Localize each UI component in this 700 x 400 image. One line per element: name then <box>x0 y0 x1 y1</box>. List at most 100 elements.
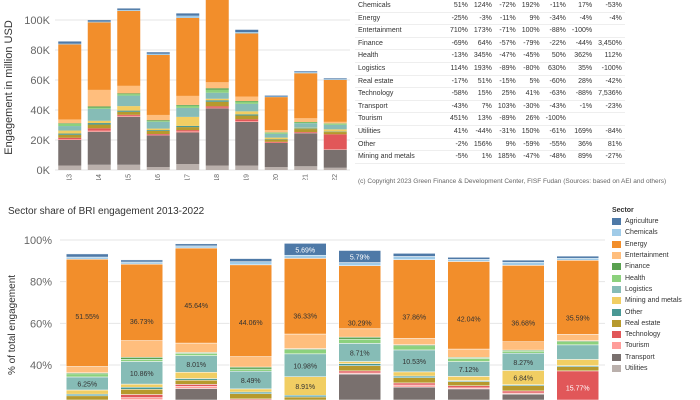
legend-swatch <box>612 274 621 282</box>
table-row: Real estate -17% 51% -15% 5% -60% 28% -42% <box>355 75 625 88</box>
share-segment-health <box>338 338 381 344</box>
y-tick-label: 40% <box>30 360 52 372</box>
share-segment-agriculture <box>229 258 272 262</box>
legend-label: Real estate <box>625 319 661 327</box>
share-segment-agriculture <box>120 259 163 263</box>
table-row: Entertainment 710% 173% -71% 100% -88% -100% <box>355 25 625 38</box>
legend-label: Chemicals <box>625 229 658 237</box>
table-cell: -60% <box>549 77 566 85</box>
bar-segment-health <box>87 107 111 109</box>
bar-segment-mining-and-metals <box>205 98 229 101</box>
share-data-label: 36.33% <box>293 313 317 320</box>
table-cell: -4% <box>579 14 593 22</box>
bar-segment-real-estate <box>235 115 259 120</box>
table-cell: 13% <box>477 115 492 123</box>
share-segment-mining-and-metals <box>556 359 599 366</box>
table-cell: 26% <box>525 115 540 123</box>
legend-swatch <box>612 331 621 339</box>
share-segment-tourism <box>120 397 163 400</box>
table-cell: -42% <box>605 77 622 85</box>
legend-swatch <box>612 218 621 226</box>
bar-segment-other <box>176 125 200 128</box>
engagement-stacked-bar-chart: 0K 20K 40K 60K 80K 100K Engagement in million … <box>3 0 350 180</box>
legend-item-transport: Transport <box>612 352 682 363</box>
table-cell: -59% <box>523 140 540 148</box>
share-segment-real-estate <box>120 389 163 395</box>
share-segment-health <box>556 341 599 346</box>
table-cell: -45% <box>523 52 540 60</box>
bar-segment-logistics <box>58 126 82 131</box>
share-data-label: 10.53% <box>402 359 426 366</box>
bar-segment-logistics <box>323 124 347 130</box>
table-cell: 9% <box>505 140 516 148</box>
bar-segment-energy <box>323 79 347 122</box>
bar-segment-mining-and-metals <box>146 128 170 131</box>
table-cell: 710% <box>450 27 468 35</box>
bar-segment-utilities <box>87 164 111 170</box>
share-segment-real-estate <box>556 366 599 372</box>
table-sector-name: Mining and metals <box>358 153 415 161</box>
bar-segment-logistics <box>294 123 318 128</box>
bar-segment-real-estate <box>294 129 318 133</box>
table-cell: 41% <box>453 127 468 135</box>
bar-segment-energy <box>117 10 141 86</box>
table-cell: 100% <box>521 27 540 35</box>
table-cell: -100% <box>571 27 593 35</box>
share-segment-transport <box>447 388 490 400</box>
share-segment-chemicals <box>175 245 218 249</box>
bar-segment-health <box>205 89 229 93</box>
share-segment-mining-and-metals <box>229 388 272 393</box>
table-cell: 89% <box>578 153 593 161</box>
legend-swatch <box>612 319 621 327</box>
bar-segment-energy <box>146 54 170 115</box>
share-segment-energy <box>175 247 218 344</box>
share-segment-chemicals <box>502 261 545 266</box>
share-data-label: 7.12% <box>459 367 479 374</box>
bar-segment-chemicals <box>323 79 347 80</box>
bar-segment-mining-and-metals <box>117 106 141 111</box>
table-cell: -15% <box>499 77 516 85</box>
table-cell: -100% <box>545 115 566 123</box>
bar-segment-entertainment <box>58 119 82 124</box>
legend-label: Health <box>625 274 646 282</box>
bar-segment-health <box>176 105 200 108</box>
bar-segment-utilities <box>294 166 318 170</box>
bar-segment-technology <box>235 119 259 122</box>
share-data-label: 37.86% <box>402 315 426 322</box>
share-segment-technology <box>120 394 163 398</box>
legend-item-agriculture: Agriculture <box>612 216 682 227</box>
table-row: Other -2% 156% 9% -59% -55% 36% 81% <box>355 138 625 151</box>
share-segment-real-estate <box>66 395 109 400</box>
bar-segment-entertainment <box>205 82 229 89</box>
table-cell <box>595 113 625 126</box>
table-cell: 5% <box>529 77 540 85</box>
bar-segment-finance <box>58 123 82 124</box>
table-row: Finance -69% 64% -57% -79% -22% -44% 3,450% <box>355 37 625 50</box>
bar-segment-entertainment <box>146 114 170 121</box>
share-segment-mining-and-metals <box>447 376 490 381</box>
table-cell: 7,536% <box>598 90 622 98</box>
share-segment-transport <box>393 386 436 400</box>
bar-segment-entertainment <box>87 89 111 107</box>
share-segment-entertainment <box>120 340 163 358</box>
bar-segment-utilities <box>205 165 229 170</box>
legend-swatch <box>612 263 621 271</box>
table-cell: -23% <box>605 102 622 110</box>
table-row: Utilities 41% -44% -31% 150% -61% 169% -84% <box>355 125 625 139</box>
bar-segment-real-estate <box>323 132 347 135</box>
table-row: Logistics 114% 193% -89% -80% 630% 35% -100% <box>355 62 625 76</box>
y-tick-label: 40K <box>30 105 50 117</box>
bar-segment-energy <box>58 44 82 120</box>
copyright-note: (c) Copyright 2023 Green Finance & Devel… <box>358 178 667 185</box>
table-cell: 169% <box>574 127 593 135</box>
bar-segment-logistics <box>87 108 111 121</box>
bar-segment-technology <box>117 114 141 116</box>
bar-segment-other <box>117 110 141 112</box>
legend-item-tourism: Tourism <box>612 340 682 351</box>
legend-label: Agriculture <box>625 218 659 226</box>
table-cell: 193% <box>473 64 492 72</box>
bar-segment-other <box>146 130 170 131</box>
share-segment-entertainment <box>447 348 490 358</box>
bar-segment-health <box>117 94 141 96</box>
legend-label: Transport <box>625 353 655 361</box>
